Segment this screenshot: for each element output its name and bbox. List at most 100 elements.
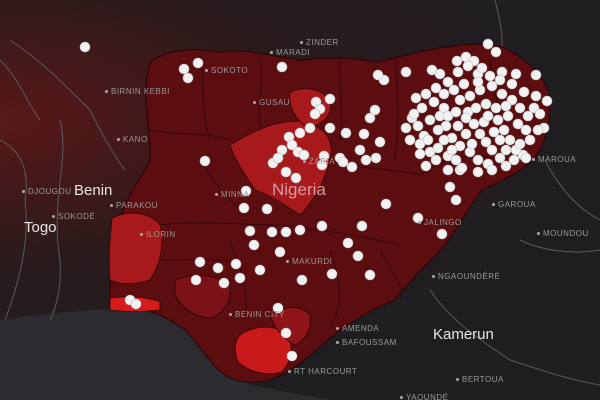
- incident-marker[interactable]: [486, 80, 498, 92]
- incident-marker[interactable]: [514, 138, 526, 150]
- incident-marker[interactable]: [294, 224, 306, 236]
- incident-marker[interactable]: [482, 38, 494, 50]
- incident-marker[interactable]: [354, 144, 366, 156]
- incident-marker[interactable]: [316, 220, 328, 232]
- incident-marker[interactable]: [494, 74, 506, 86]
- incident-marker[interactable]: [488, 126, 500, 138]
- incident-marker[interactable]: [532, 124, 544, 136]
- incident-marker[interactable]: [244, 225, 256, 237]
- incident-marker[interactable]: [352, 250, 364, 262]
- incident-marker[interactable]: [502, 110, 514, 122]
- incident-marker[interactable]: [450, 154, 462, 166]
- incident-marker[interactable]: [476, 62, 488, 74]
- incident-marker[interactable]: [498, 124, 510, 136]
- incident-marker[interactable]: [178, 63, 190, 75]
- incident-marker[interactable]: [494, 134, 506, 146]
- incident-marker[interactable]: [486, 144, 498, 156]
- incident-marker[interactable]: [248, 239, 260, 251]
- incident-marker[interactable]: [438, 134, 450, 146]
- incident-marker[interactable]: [456, 162, 468, 174]
- incident-marker[interactable]: [450, 194, 462, 206]
- incident-marker[interactable]: [266, 226, 278, 238]
- incident-marker[interactable]: [414, 148, 426, 160]
- incident-marker[interactable]: [482, 110, 494, 122]
- incident-marker[interactable]: [79, 41, 91, 53]
- incident-marker[interactable]: [410, 92, 422, 104]
- incident-marker[interactable]: [442, 164, 454, 176]
- incident-marker[interactable]: [514, 102, 526, 114]
- incident-marker[interactable]: [298, 149, 310, 161]
- incident-marker[interactable]: [492, 114, 504, 126]
- incident-marker[interactable]: [408, 108, 420, 120]
- incident-marker[interactable]: [380, 198, 392, 210]
- incident-marker[interactable]: [450, 106, 462, 118]
- incident-marker[interactable]: [448, 84, 460, 96]
- incident-marker[interactable]: [290, 172, 302, 184]
- incident-marker[interactable]: [230, 258, 242, 270]
- incident-marker[interactable]: [370, 152, 382, 164]
- incident-marker[interactable]: [400, 122, 412, 134]
- incident-marker[interactable]: [451, 55, 463, 67]
- incident-marker[interactable]: [340, 127, 352, 139]
- incident-marker[interactable]: [530, 90, 542, 102]
- incident-marker[interactable]: [309, 108, 321, 120]
- incident-marker[interactable]: [272, 302, 284, 314]
- incident-marker[interactable]: [286, 139, 298, 151]
- incident-marker[interactable]: [452, 120, 464, 132]
- incident-marker[interactable]: [472, 76, 484, 88]
- incident-marker[interactable]: [280, 226, 292, 238]
- incident-marker[interactable]: [460, 128, 472, 140]
- incident-marker[interactable]: [442, 76, 454, 88]
- incident-marker[interactable]: [261, 203, 273, 215]
- incident-marker[interactable]: [346, 161, 358, 173]
- incident-marker[interactable]: [470, 102, 482, 114]
- incident-marker[interactable]: [500, 100, 512, 112]
- incident-marker[interactable]: [234, 272, 246, 284]
- incident-marker[interactable]: [466, 138, 478, 150]
- incident-marker[interactable]: [424, 114, 436, 126]
- incident-marker[interactable]: [518, 86, 530, 98]
- incident-marker[interactable]: [436, 228, 448, 240]
- incident-marker[interactable]: [430, 82, 442, 94]
- incident-marker[interactable]: [530, 69, 542, 81]
- incident-marker[interactable]: [464, 90, 476, 102]
- incident-marker[interactable]: [494, 152, 506, 164]
- incident-marker[interactable]: [130, 298, 142, 310]
- incident-marker[interactable]: [460, 112, 472, 124]
- incident-marker[interactable]: [272, 152, 284, 164]
- incident-marker[interactable]: [316, 159, 328, 171]
- incident-marker[interactable]: [276, 61, 288, 73]
- incident-marker[interactable]: [420, 160, 432, 172]
- incident-marker[interactable]: [274, 246, 286, 258]
- incident-marker[interactable]: [520, 124, 532, 136]
- incident-marker[interactable]: [452, 66, 464, 78]
- incident-marker[interactable]: [296, 274, 308, 286]
- incident-marker[interactable]: [462, 60, 474, 72]
- incident-marker[interactable]: [484, 70, 496, 82]
- incident-marker[interactable]: [190, 274, 202, 286]
- incident-marker[interactable]: [480, 136, 492, 148]
- incident-marker[interactable]: [454, 94, 466, 106]
- incident-marker[interactable]: [337, 156, 349, 168]
- incident-marker[interactable]: [428, 96, 440, 108]
- incident-marker[interactable]: [199, 155, 211, 167]
- incident-marker[interactable]: [504, 134, 516, 146]
- incident-marker[interactable]: [358, 128, 370, 140]
- incident-marker[interactable]: [480, 98, 492, 110]
- incident-marker[interactable]: [446, 144, 458, 156]
- incident-marker[interactable]: [434, 68, 446, 80]
- incident-marker[interactable]: [192, 57, 204, 69]
- incident-marker[interactable]: [520, 152, 532, 164]
- incident-marker[interactable]: [534, 108, 546, 120]
- incident-marker[interactable]: [524, 134, 536, 146]
- incident-marker[interactable]: [412, 120, 424, 132]
- incident-marker[interactable]: [324, 122, 336, 134]
- incident-marker[interactable]: [404, 134, 416, 146]
- incident-marker[interactable]: [254, 264, 266, 276]
- incident-marker[interactable]: [474, 128, 486, 140]
- incident-marker[interactable]: [324, 93, 336, 105]
- incident-marker[interactable]: [496, 88, 508, 100]
- incident-marker[interactable]: [500, 160, 512, 172]
- incident-marker[interactable]: [400, 66, 412, 78]
